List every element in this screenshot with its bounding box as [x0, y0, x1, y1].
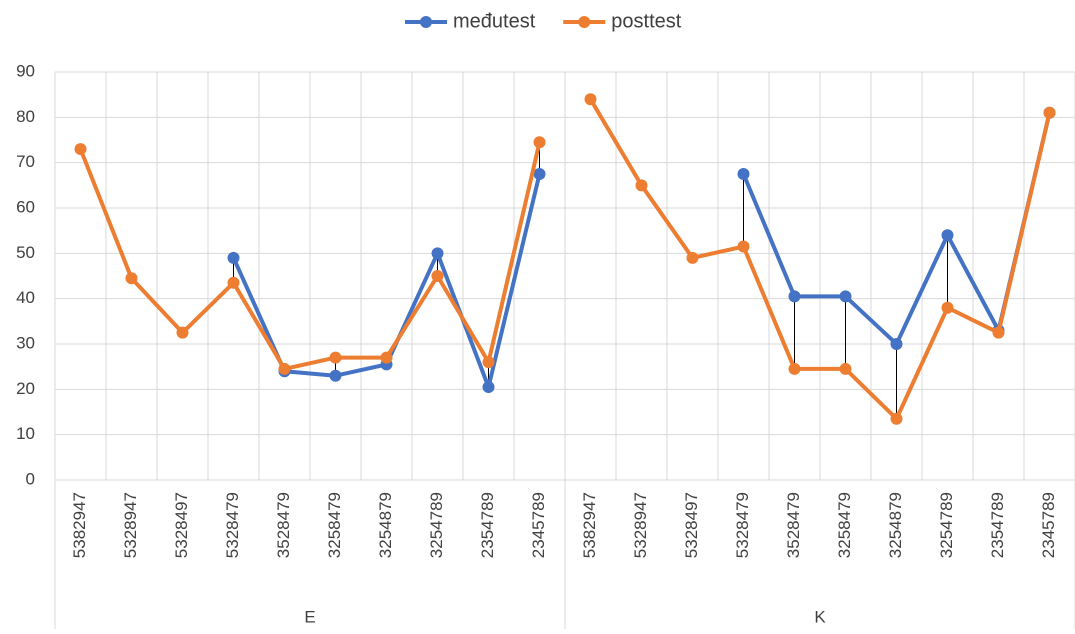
point: [788, 362, 801, 375]
x-tick-label: 2354789: [988, 492, 1007, 558]
point: [839, 290, 852, 303]
y-tick-label: 70: [16, 152, 35, 171]
y-tick-label: 90: [16, 61, 35, 80]
x-tick-label: 5328479: [223, 492, 242, 558]
y-tick-label: 50: [16, 243, 35, 262]
legend-marker: [578, 16, 591, 28]
point: [482, 356, 495, 369]
point: [482, 381, 495, 394]
series-line: [588, 98, 1052, 421]
point: [227, 251, 240, 264]
point: [431, 270, 444, 282]
x-tick-label: 2345789: [529, 492, 548, 558]
point: [329, 369, 342, 382]
point: [788, 290, 801, 303]
y-tick-label: 80: [16, 107, 35, 126]
point: [278, 362, 291, 375]
y-tick-label: 40: [16, 288, 35, 307]
x-tick-label: 5328497: [682, 492, 701, 558]
x-tick-label: 3254789: [937, 492, 956, 558]
point: [1043, 106, 1056, 119]
point: [686, 251, 699, 264]
x-tick-label: 3528479: [274, 492, 293, 558]
point: [839, 362, 852, 375]
y-tick-label: 20: [16, 379, 35, 398]
point: [737, 240, 750, 253]
legend-marker: [420, 16, 432, 28]
x-tick-label: 5382947: [580, 492, 599, 558]
x-tick-label: 5382947: [70, 492, 89, 558]
x-tick-label: 5328497: [172, 492, 191, 558]
x-tick-label: 3258479: [325, 492, 344, 558]
group-label: E: [304, 607, 315, 626]
x-tick-label: 3254879: [886, 492, 905, 558]
group-label: K: [814, 607, 826, 626]
x-tick-label: 3254879: [376, 492, 395, 558]
legend-label: posttest: [611, 10, 681, 32]
point: [737, 168, 750, 180]
y-tick-label: 60: [16, 197, 35, 216]
point: [584, 93, 597, 106]
point: [533, 136, 546, 149]
point: [890, 338, 903, 350]
x-tick-label: 3258479: [835, 492, 854, 558]
point: [941, 301, 954, 314]
point: [380, 351, 393, 364]
series-line: [78, 141, 542, 371]
x-tick-label: 5328947: [631, 492, 650, 558]
point: [941, 229, 954, 242]
point: [329, 351, 342, 364]
point: [74, 143, 87, 156]
y-tick-label: 30: [16, 333, 35, 352]
x-tick-label: 5328947: [121, 492, 140, 558]
point: [227, 276, 240, 289]
x-tick-label: 3528479: [784, 492, 803, 558]
legend-label: međutest: [453, 10, 536, 32]
point: [431, 247, 444, 260]
point: [992, 326, 1005, 339]
x-tick-label: 2354789: [478, 492, 497, 558]
point: [533, 168, 546, 180]
point: [176, 326, 189, 339]
x-tick-label: 2345789: [1039, 492, 1058, 558]
point: [890, 412, 903, 425]
x-tick-label: 5328479: [733, 492, 752, 558]
point: [125, 272, 138, 285]
y-tick-label: 10: [16, 424, 35, 443]
point: [635, 179, 648, 192]
x-tick-label: 3254789: [427, 492, 446, 558]
y-tick-label: 0: [26, 469, 35, 488]
